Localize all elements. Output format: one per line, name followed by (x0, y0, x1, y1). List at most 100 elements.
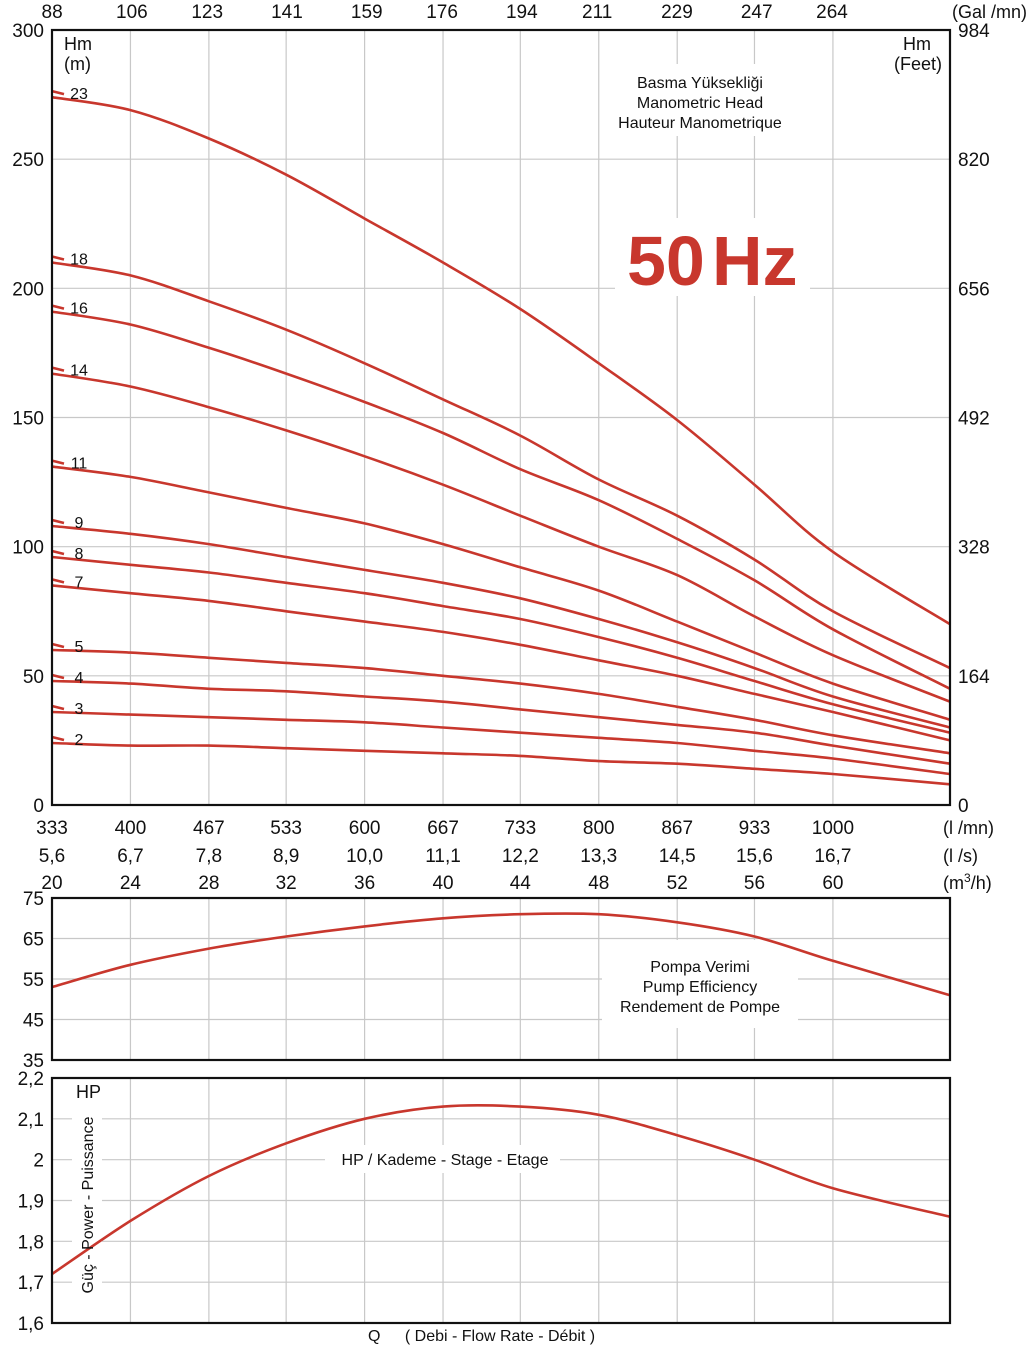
eff-ytick-2: 55 (23, 970, 44, 991)
head-ytick-left-4: 200 (12, 279, 44, 300)
lmn-xtick-0: 333 (36, 818, 68, 839)
head-ytick-left-3: 150 (12, 409, 44, 430)
eff-ytick-0: 35 (23, 1051, 44, 1072)
head-ytick-right-1: 164 (958, 667, 990, 688)
head-curve-9 (51, 524, 951, 729)
head-ytick-right-0: 0 (958, 796, 969, 817)
head-ytick-right-4: 656 (958, 279, 990, 300)
m3h-xtick-0: 20 (41, 873, 62, 894)
m3h-xtick-3: 32 (276, 873, 297, 894)
head-curve-3 (51, 710, 951, 776)
top-xtick-8: 229 (661, 2, 693, 23)
head-curve-stub-4 (51, 673, 65, 680)
footer-q: Q (368, 1328, 380, 1345)
power-curve-group (51, 1103, 951, 1276)
head-curves: 23 18 16 14 11 9 8 7 5 4 3 2 (51, 86, 951, 786)
ls-xtick-10: 16,7 (814, 846, 851, 867)
hp-ytick-2: 1,8 (18, 1232, 44, 1253)
head-curve-stub-5 (51, 642, 65, 649)
top-xtick-0: 88 (42, 2, 63, 23)
head-ytick-left-1: 50 (23, 667, 44, 688)
right-unit-feet: (Feet) (894, 54, 942, 74)
head-curve-7 (51, 584, 951, 742)
head-ytick-left-2: 100 (12, 538, 44, 559)
ls-xtick-4: 10,0 (346, 846, 383, 867)
head-curve-23 (51, 95, 951, 626)
head-curve-stub-16 (51, 304, 65, 310)
head-curve-stub-23 (51, 89, 65, 96)
lmn-xtick-10: 1000 (812, 818, 854, 839)
power-note-bg (325, 1145, 560, 1173)
efficiency-note-line-1: Pompa Verimi (650, 959, 750, 976)
top-xtick-9: 247 (741, 2, 773, 23)
hp-ytick-3: 1,9 (18, 1192, 44, 1213)
head-note-line-2: Manometric Head (637, 95, 763, 112)
head-curve-label-18: 18 (70, 252, 88, 269)
head-curve-label-11: 11 (71, 456, 88, 473)
top-xtick-5: 176 (426, 2, 458, 23)
head-ytick-right-2: 328 (958, 538, 990, 559)
head-ytick-left-6: 300 (12, 21, 44, 42)
m3h-xtick-7: 48 (588, 873, 609, 894)
lmn-xtick-7: 800 (583, 818, 615, 839)
head-curve-4 (51, 679, 951, 765)
top-xtick-4: 159 (351, 2, 383, 23)
lmn-xtick-8: 867 (661, 818, 693, 839)
efficiency-curve (51, 912, 951, 997)
head-curve-11 (51, 465, 951, 722)
head-curve-label-4: 4 (75, 670, 84, 687)
head-curve-label-7: 7 (75, 574, 84, 591)
efficiency-plot-frame (50, 896, 952, 1062)
m3h-xtick-10: 60 (822, 873, 843, 894)
head-curve-16 (51, 310, 951, 690)
efficiency-curve-group (51, 912, 951, 997)
head-curve-label-23: 23 (70, 86, 88, 103)
head-note-bg (605, 64, 801, 136)
head-curve-label-8: 8 (75, 546, 84, 563)
ls-xtick-8: 14,5 (659, 846, 696, 867)
m3h-xtick-6: 44 (510, 873, 532, 894)
hp-ytick-5: 2,1 (18, 1110, 44, 1131)
frequency-unit: Hz (712, 222, 798, 300)
head-curve-label-9: 9 (75, 515, 84, 532)
m3h-xtick-5: 40 (432, 873, 453, 894)
head-curve-label-16: 16 (70, 301, 88, 318)
ls-xtick-1: 6,7 (117, 846, 143, 867)
power-curve (51, 1103, 951, 1276)
m3h-xtick-4: 36 (354, 873, 375, 894)
eff-ytick-3: 65 (23, 930, 44, 951)
bottom-unit-ls: (l /s) (943, 846, 978, 866)
right-unit-hm: Hm (903, 34, 931, 54)
hz-label-bg (615, 218, 810, 296)
head-curve-stub-2 (51, 735, 65, 742)
left-unit-hm: Hm (64, 34, 92, 54)
head-curve-label-3: 3 (75, 701, 84, 718)
head-ytick-left-5: 250 (12, 150, 44, 171)
top-xtick-6: 194 (506, 2, 538, 23)
bottom-unit-m3h: (m3/h) (943, 871, 992, 893)
ls-xtick-3: 8,9 (273, 846, 299, 867)
ls-xtick-9: 15,6 (736, 846, 773, 867)
top-unit-galmn: (Gal /mn) (952, 2, 1027, 22)
top-xtick-7: 211 (582, 2, 612, 23)
head-grid (51, 29, 950, 806)
efficiency-grid (51, 897, 950, 1061)
top-xtick-10: 264 (816, 2, 848, 23)
head-curve-5 (51, 648, 951, 755)
left-unit-m: (m) (64, 54, 91, 74)
head-ytick-left-0: 0 (33, 796, 44, 817)
ls-xtick-6: 12,2 (502, 846, 539, 867)
head-curve-8 (51, 555, 951, 734)
lmn-xtick-4: 600 (349, 818, 381, 839)
head-curve-label-14: 14 (70, 363, 88, 380)
lmn-xtick-9: 933 (739, 818, 771, 839)
ls-xtick-7: 13,3 (580, 846, 617, 867)
hp-ytick-1: 1,7 (18, 1273, 44, 1294)
head-curve-label-2: 2 (75, 732, 84, 749)
head-curve-stub-7 (51, 578, 65, 584)
ls-xtick-2: 7,8 (196, 846, 222, 867)
head-curve-18 (51, 261, 951, 670)
power-note: HP / Kademe - Stage - Etage (342, 1152, 549, 1169)
